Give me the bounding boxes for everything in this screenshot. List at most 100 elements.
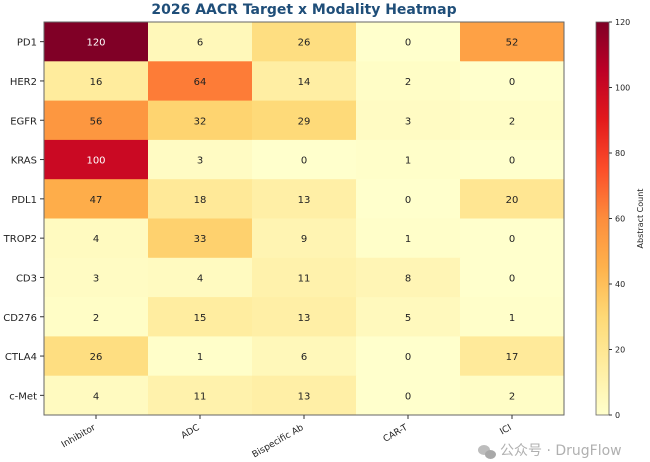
heatmap-cell (252, 100, 357, 141)
y-tick-label: TROP2 (3, 234, 37, 245)
heatmap-cell (356, 297, 461, 337)
cell-label: 3 (93, 273, 99, 284)
heatmap-cell (148, 61, 253, 102)
heatmap-cell (148, 139, 253, 180)
y-tick-label: CTLA4 (5, 352, 37, 363)
colorbar-tick-label: 60 (615, 215, 625, 224)
colorbar-tick-label: 100 (615, 84, 630, 93)
heatmap-cell (44, 61, 149, 102)
heatmap-cell (356, 100, 461, 141)
cell-label: 29 (298, 116, 311, 127)
cell-label: 47 (90, 195, 103, 206)
cell-label: 1 (509, 313, 515, 324)
cell-label: 1 (405, 156, 411, 167)
heatmap-cell (356, 61, 461, 102)
cell-label: 26 (298, 38, 311, 49)
colorbar-label: Abstract Count (636, 189, 645, 249)
cell-label: 0 (509, 156, 515, 167)
heatmap-cell (44, 179, 149, 219)
y-tick-label: CD276 (3, 313, 37, 324)
heatmap-cell (460, 218, 565, 259)
heatmap-cell (148, 257, 253, 298)
heatmap-cell (460, 257, 565, 298)
heatmap-cell (252, 61, 357, 102)
x-tick-label: ICI (498, 423, 513, 437)
colorbar (595, 21, 610, 416)
cell-label: 0 (509, 77, 515, 88)
x-tick-label: CAR-T (382, 423, 410, 445)
heatmap-cell (252, 297, 357, 337)
heatmap-cell (44, 218, 149, 259)
cell-label: 0 (509, 273, 515, 284)
y-tick-label: KRAS (11, 156, 37, 167)
cell-label: 2 (93, 313, 99, 324)
chart-title: 2026 AACR Target x Modality Heatmap (151, 2, 457, 18)
heatmap-cell (460, 22, 565, 62)
heatmap-cell (460, 336, 565, 377)
heatmap-cell (460, 100, 565, 141)
y-tick-label: HER2 (10, 77, 37, 88)
colorbar-tick-label: 80 (615, 149, 625, 158)
y-tick-label: EGFR (10, 116, 37, 127)
heatmap-cell (44, 297, 149, 337)
cell-label: 26 (90, 352, 103, 363)
cell-label: 0 (405, 352, 411, 363)
heatmap-cell (44, 100, 149, 141)
heatmap-cell (460, 61, 565, 102)
heatmap-cell (148, 179, 253, 219)
y-tick-label: CD3 (16, 273, 37, 284)
heatmap-cell (356, 139, 461, 180)
heatmap-cell (148, 297, 253, 337)
colorbar-tick-label: 0 (615, 411, 620, 420)
heatmap-cell (252, 257, 357, 298)
heatmap-cell (252, 336, 357, 377)
watermark: 公众号 · DrugFlow (478, 443, 622, 460)
heatmap-cell (252, 218, 357, 259)
cell-label: 52 (506, 38, 519, 49)
cell-label: 18 (194, 195, 207, 206)
x-tick-label: Inhibitor (60, 423, 98, 451)
heatmap-cell (148, 375, 253, 416)
heatmap-cell (44, 336, 149, 377)
cell-label: 20 (506, 195, 519, 206)
heatmap-cell (356, 179, 461, 219)
heatmap-cell (252, 139, 357, 180)
colorbar-tick-label: 20 (615, 346, 625, 355)
cell-label: 17 (506, 352, 519, 363)
heatmap-cell (460, 375, 565, 416)
cell-label: 15 (194, 313, 207, 324)
cell-label: 120 (86, 38, 105, 49)
cell-label: 1 (197, 352, 203, 363)
wechat-icon (478, 444, 496, 459)
cell-label: 6 (301, 352, 307, 363)
heatmap-cell (356, 336, 461, 377)
heatmap-cell (148, 336, 253, 377)
heatmap-cell (356, 375, 461, 416)
cell-label: 11 (194, 391, 207, 402)
heatmap-cell (460, 139, 565, 180)
cell-label: 2 (509, 116, 515, 127)
cell-label: 11 (298, 273, 311, 284)
cell-label: 14 (298, 77, 311, 88)
heatmap-cell (252, 375, 357, 416)
cell-label: 16 (90, 77, 103, 88)
heatmap-cell (148, 100, 253, 141)
cell-label: 4 (93, 234, 99, 245)
cell-label: 100 (86, 156, 105, 167)
cell-label: 56 (90, 116, 103, 127)
watermark-text: 公众号 · DrugFlow (500, 443, 622, 459)
cell-label: 4 (197, 273, 203, 284)
heatmap-cell (148, 22, 253, 62)
cell-label: 4 (93, 391, 99, 402)
heatmap-cell (356, 218, 461, 259)
cell-label: 0 (405, 391, 411, 402)
colorbar-tick-label: 120 (615, 18, 630, 27)
cell-label: 2 (405, 77, 411, 88)
heatmap-cell (44, 257, 149, 298)
cell-label: 3 (405, 116, 411, 127)
heatmap-cell (356, 22, 461, 62)
cell-label: 0 (405, 195, 411, 206)
cell-label: 32 (194, 116, 207, 127)
cell-label: 1 (405, 234, 411, 245)
